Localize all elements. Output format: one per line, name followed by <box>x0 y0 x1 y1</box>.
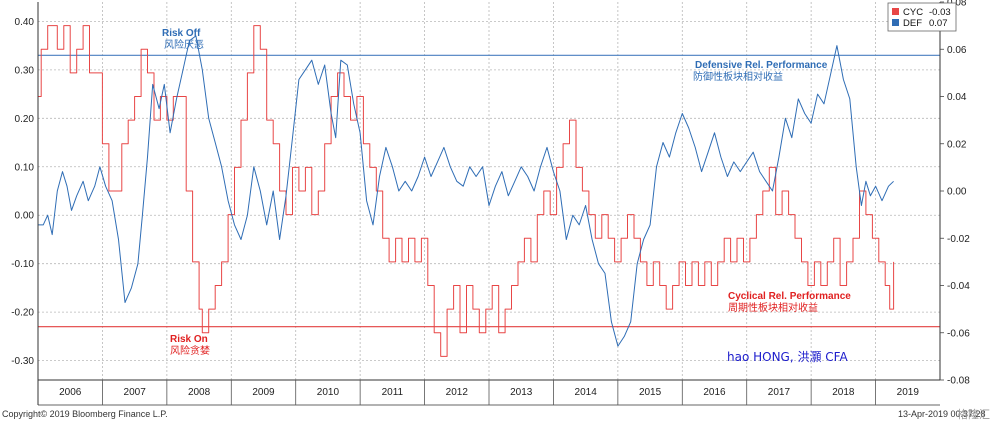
annotation-risk-on: Risk On <box>170 334 208 345</box>
author-credit: hao HONG, 洪灝 CFA <box>727 349 848 364</box>
year-label: 2019 <box>897 387 920 398</box>
legend-box <box>887 2 957 32</box>
year-label: 2010 <box>317 387 340 398</box>
year-label: 2006 <box>59 387 82 398</box>
right-tick-label: 0.08 <box>947 0 967 9</box>
year-label: 2007 <box>124 387 147 398</box>
right-tick-label: 0.04 <box>947 92 967 103</box>
year-label: 2014 <box>575 387 598 398</box>
year-label: 2016 <box>703 387 726 398</box>
footer-timestamp: 13-Apr-2019 00:37:28 <box>898 409 986 419</box>
annotation-defensive-cn: 防御性板块相对收益 <box>693 70 783 83</box>
year-label: 2009 <box>252 387 275 398</box>
legend-swatch-def <box>892 19 899 26</box>
right-y-axis-ticks: 0.08 0.06 0.04 0.02 0.00 -0.02 -0.04 -0.06 -0.08 <box>940 0 970 387</box>
legend-value-cyc: -0.03 <box>929 7 951 18</box>
annotation-risk-on-cn: 风险贪婪 <box>170 344 210 357</box>
year-label: 2011 <box>382 387 404 398</box>
left-tick-label: -0.20 <box>11 308 34 319</box>
grid <box>38 2 940 380</box>
right-tick-label: 0.00 <box>947 187 967 198</box>
annotation-cyclical-cn: 周期性板块相对收益 <box>728 301 818 314</box>
year-label: 2015 <box>639 387 662 398</box>
annotation-risk-off-cn: 风险厌恶 <box>164 38 204 51</box>
right-tick-label: -0.04 <box>947 281 970 292</box>
annotation-cyclical: Cyclical Rel. Performance <box>728 291 851 302</box>
year-label: 2018 <box>832 387 855 398</box>
watermark: 格隆汇 <box>957 407 990 421</box>
legend-swatch-cyc <box>892 8 899 15</box>
legend: CYC -0.03 DEF 0.07 <box>887 2 957 32</box>
right-tick-label: -0.06 <box>947 328 970 339</box>
left-tick-label: 0.20 <box>15 114 35 125</box>
x-axis-year-labels: 2006 2007 2008 2009 2010 2011 2012 2013 2014 2015… <box>59 380 919 405</box>
year-label: 2012 <box>446 387 469 398</box>
legend-value-def: 0.07 <box>929 18 948 29</box>
left-tick-label: 0.10 <box>15 162 35 173</box>
annotation-risk-off: Risk Off <box>162 28 201 39</box>
left-y-axis-ticks: 0.40 0.30 0.20 0.10 0.00 -0.10 -0.20 -0.30 <box>11 17 34 367</box>
footer-copyright: Copyright© 2019 Bloomberg Finance L.P. <box>2 409 168 419</box>
left-tick-label: -0.30 <box>11 356 34 367</box>
right-tick-label: 0.02 <box>947 139 967 150</box>
left-tick-label: 0.40 <box>15 17 35 28</box>
series-layer <box>38 25 895 357</box>
annotation-defensive: Defensive Rel. Performance <box>695 60 828 71</box>
legend-label-cyc: CYC <box>903 7 923 18</box>
left-tick-label: 0.30 <box>15 65 35 76</box>
series-line-cyc <box>38 25 895 357</box>
year-label: 2017 <box>768 387 791 398</box>
left-tick-label: 0.00 <box>15 211 35 222</box>
right-tick-label: -0.02 <box>947 234 970 245</box>
legend-label-def: DEF <box>903 18 922 29</box>
left-tick-label: -0.10 <box>11 259 34 270</box>
year-label: 2013 <box>510 387 533 398</box>
right-tick-label: -0.08 <box>947 376 970 387</box>
right-tick-label: 0.06 <box>947 45 967 56</box>
year-label: 2008 <box>188 387 211 398</box>
series-line-def <box>38 35 894 347</box>
reference-lines <box>38 54 940 328</box>
